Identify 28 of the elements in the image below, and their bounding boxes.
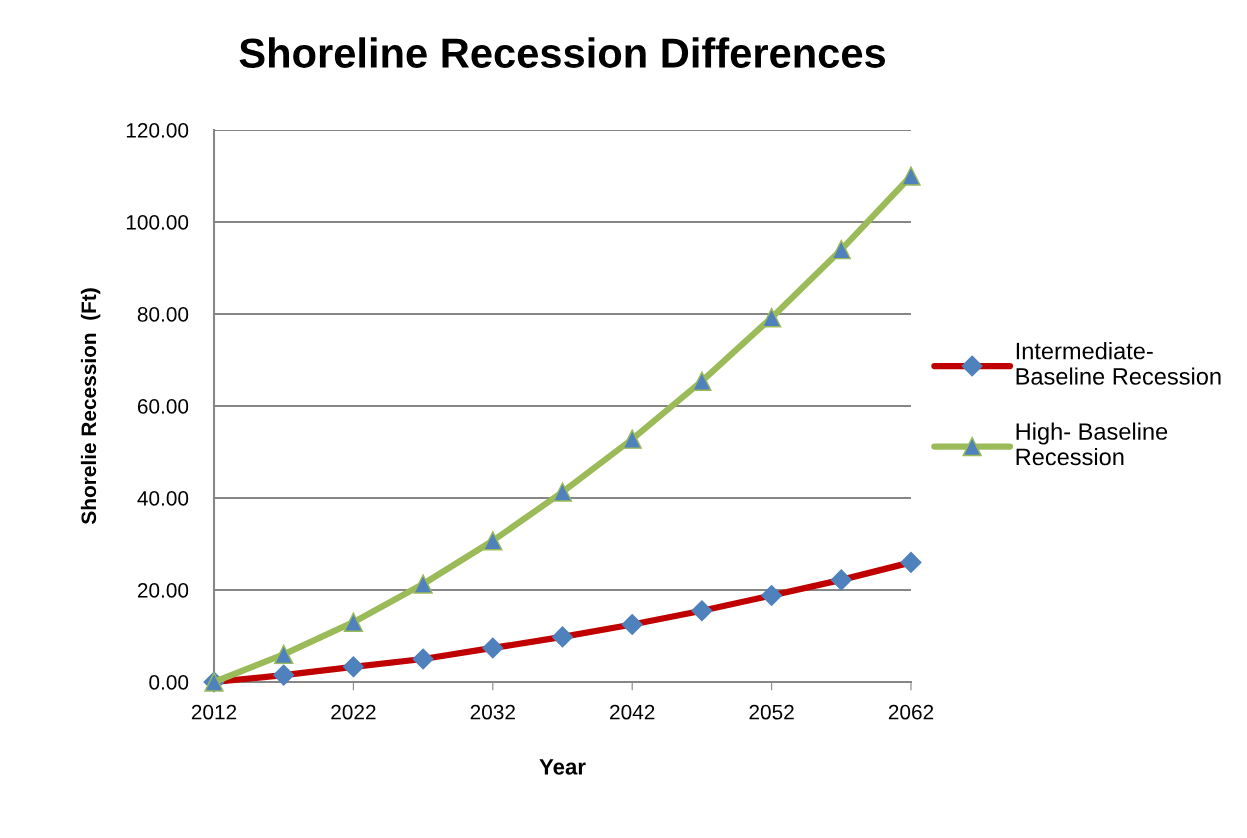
chart-title: Shoreline Recession Differences	[239, 37, 886, 68]
point	[622, 429, 642, 449]
point	[552, 482, 573, 502]
x-tick-label: 2032	[470, 704, 515, 720]
y-tick-label: 100.00	[126, 215, 189, 230]
x-tick-label: 2022	[331, 704, 376, 720]
legend-label: High- Baseline Recession	[1016, 422, 1168, 466]
x-tick-label: 2052	[749, 704, 794, 720]
legend-label: Intermediate- Baseline Recession	[1016, 342, 1221, 385]
x-tick-label: 2062	[888, 704, 934, 720]
point	[901, 166, 921, 186]
point	[483, 531, 503, 551]
point	[273, 644, 294, 665]
y-tick-label: 60.00	[137, 399, 189, 414]
y-axis-title: Shorelie Recession (Ft)	[80, 288, 101, 525]
y-tick-label: 40.00	[137, 491, 189, 506]
point	[413, 574, 433, 594]
x-axis-title: Year	[539, 759, 586, 775]
y-tick-label: 0.00	[149, 675, 189, 690]
point	[692, 371, 712, 391]
point	[343, 612, 364, 632]
point	[761, 307, 782, 328]
y-tick-label: 80.00	[137, 307, 189, 322]
y-tick-label: 20.00	[137, 583, 189, 598]
x-tick-label: 2012	[191, 704, 237, 720]
y-tick-label: 120.00	[126, 123, 189, 138]
x-tick-label: 2042	[610, 704, 655, 720]
point	[831, 239, 852, 260]
